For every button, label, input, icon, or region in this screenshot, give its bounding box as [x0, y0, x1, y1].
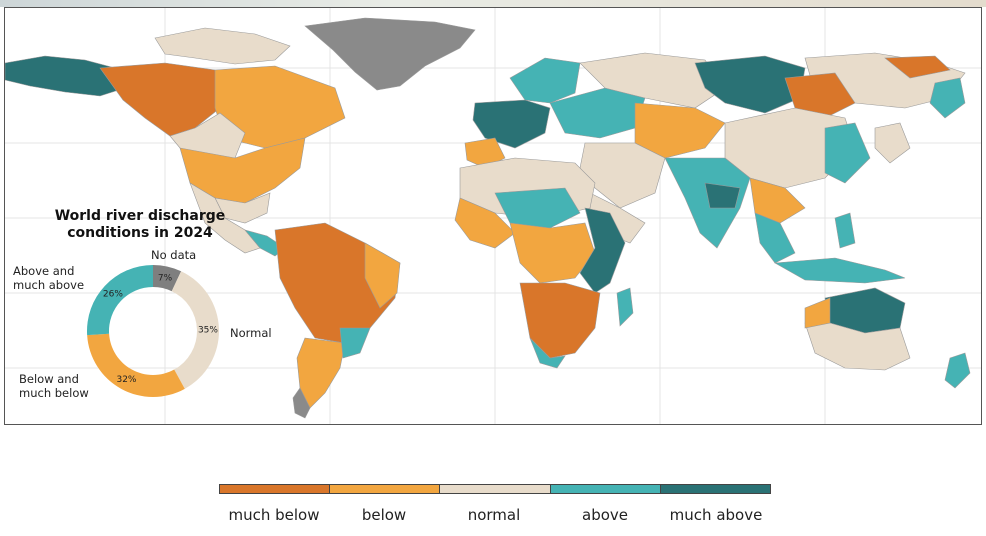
south-africa-region — [529, 337, 566, 369]
australia-west-region — [804, 297, 831, 329]
west-africa-region — [454, 197, 516, 249]
legend-label-normal: normal — [467, 506, 521, 524]
russia-central-region — [694, 55, 806, 114]
map-panel: 7% 35% 32% 26% World river discharge condit… — [4, 7, 982, 425]
legend-swatch-below — [330, 485, 441, 493]
philippines-region — [834, 212, 856, 249]
alaska-region — [5, 55, 126, 97]
donut-title: World river discharge conditions in 2024 — [45, 208, 235, 242]
donut-segment-below — [87, 333, 185, 397]
legend-swatch-normal — [440, 485, 551, 493]
south-america-east-region — [364, 242, 401, 309]
china-east-region — [824, 122, 871, 184]
label-normal: Normal — [230, 326, 272, 340]
donut-pct-above: 26% — [103, 289, 123, 299]
donut-title-line2: conditions in 2024 — [67, 225, 213, 241]
australia-south-region — [804, 322, 911, 371]
donut-segment-normal — [171, 271, 220, 389]
donut-segment-above — [86, 265, 153, 336]
label-above-line2: much above — [13, 278, 85, 292]
patagonia-region — [292, 387, 311, 419]
siberia-south-region — [784, 72, 856, 119]
land-regions — [5, 17, 971, 419]
donut-pct-no-data: 7% — [158, 273, 173, 283]
legend-label-much-above: much above — [669, 506, 763, 524]
europe-west-region — [472, 99, 551, 149]
southern-africa-region — [519, 282, 601, 359]
legend-label-above: above — [582, 506, 628, 524]
china-south-region — [749, 177, 806, 224]
legend-label-below: below — [361, 506, 407, 524]
discharge-donut-chart: 7% 35% 32% 26% — [86, 265, 220, 397]
scandinavia-region — [509, 57, 581, 104]
india-region — [664, 157, 751, 249]
legend-swatch-much-above — [660, 485, 771, 493]
india-north-region — [704, 182, 741, 209]
legend-swatch-above — [550, 485, 661, 493]
label-below-line1: Below and — [19, 372, 79, 386]
madagascar-region — [616, 287, 634, 327]
south-america-mid-region — [339, 327, 371, 359]
sahel-region — [494, 187, 581, 229]
donut-segment-no-data — [153, 265, 182, 292]
world-map: 7% 35% 32% 26% — [5, 8, 981, 424]
legend-swatch-much-below — [220, 485, 331, 493]
donut-title-line1: World river discharge — [54, 208, 226, 224]
label-above: Above and much above — [13, 264, 84, 292]
donut-pct-below: 32% — [116, 375, 136, 385]
indonesia-region — [774, 257, 906, 284]
new-zealand-region — [944, 352, 971, 389]
far-east-region — [884, 55, 951, 79]
russia-west-region — [579, 52, 726, 109]
arctic-islands-region — [154, 27, 291, 65]
korea-japan-region — [874, 122, 911, 164]
discharge-legend-bar — [219, 484, 771, 494]
label-below: Below and much below — [19, 372, 89, 400]
window-top-edge — [0, 0, 986, 7]
donut-pct-normal: 35% — [198, 325, 218, 335]
greenland-region — [304, 17, 476, 91]
southeast-asia-region — [754, 212, 796, 264]
label-below-line2: much below — [19, 386, 89, 400]
label-above-line1: Above and — [13, 264, 75, 278]
kamchatka-region — [929, 77, 966, 119]
east-africa-region — [579, 207, 626, 294]
label-no-data: No data — [151, 248, 197, 262]
legend-label-much-below: much below — [228, 506, 320, 524]
